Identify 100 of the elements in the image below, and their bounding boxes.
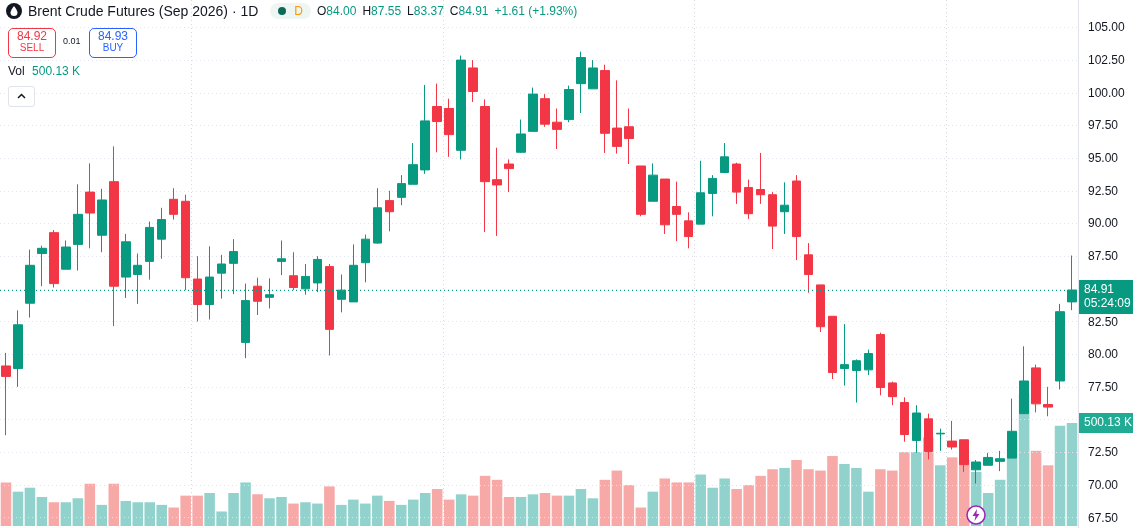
candlestick bbox=[540, 93, 550, 128]
bar bbox=[623, 485, 635, 526]
candlestick bbox=[588, 59, 598, 90]
candlestick bbox=[995, 450, 1005, 472]
candlestick bbox=[408, 142, 418, 185]
candlestick bbox=[900, 396, 909, 443]
candlestick bbox=[516, 119, 526, 154]
y-tick-label: 82.50 bbox=[1088, 314, 1119, 329]
bar bbox=[491, 479, 503, 526]
candlestick bbox=[504, 158, 514, 193]
candlestick bbox=[756, 152, 765, 205]
candlestick bbox=[37, 245, 47, 287]
bar bbox=[994, 479, 1006, 526]
bar bbox=[1066, 423, 1078, 526]
candlestick bbox=[49, 229, 59, 289]
candlestick bbox=[804, 242, 813, 294]
bar bbox=[72, 498, 84, 526]
annotation: L83.37 bbox=[407, 4, 444, 18]
candlestick bbox=[864, 349, 873, 376]
status-badge: D bbox=[270, 3, 311, 19]
bar bbox=[539, 493, 551, 526]
candlestick bbox=[983, 452, 993, 466]
annotation: Vol bbox=[8, 64, 25, 78]
candlestick bbox=[181, 194, 190, 291]
bar bbox=[911, 452, 922, 526]
candlestick bbox=[289, 251, 298, 291]
y-tick-label: 72.50 bbox=[1088, 445, 1119, 460]
bar bbox=[24, 487, 36, 526]
annotation: H87.55 bbox=[362, 4, 402, 18]
annotation: 84.92 bbox=[16, 29, 48, 43]
candlestick bbox=[792, 174, 801, 261]
candlestick bbox=[816, 284, 825, 333]
bar bbox=[60, 502, 72, 526]
annotation: C84.91 bbox=[449, 4, 489, 18]
candlestick bbox=[109, 145, 119, 327]
candlestick bbox=[157, 207, 166, 260]
candlestick bbox=[325, 263, 334, 356]
candlestick bbox=[97, 188, 107, 253]
bar bbox=[1054, 425, 1066, 526]
annotation: 500.13 K bbox=[32, 64, 81, 78]
candlestick bbox=[828, 315, 837, 380]
candlestick bbox=[600, 64, 610, 154]
y-tick-label: 105.00 bbox=[1088, 20, 1126, 35]
candlestick bbox=[947, 420, 957, 451]
candlestick bbox=[708, 174, 717, 217]
candlestick bbox=[576, 51, 586, 114]
candlestick bbox=[696, 160, 705, 225]
candlestick bbox=[612, 79, 622, 155]
candlestick bbox=[456, 55, 466, 160]
text: 05:24:09 bbox=[1084, 296, 1132, 311]
bar bbox=[599, 479, 611, 526]
candlestick bbox=[648, 162, 658, 202]
bar bbox=[443, 499, 455, 526]
bar bbox=[527, 494, 539, 526]
annotation: D bbox=[294, 4, 304, 18]
y-tick-label: 100.00 bbox=[1088, 85, 1126, 100]
bar bbox=[575, 489, 587, 526]
bar bbox=[479, 475, 491, 526]
candlestick bbox=[744, 179, 753, 220]
bar bbox=[431, 489, 443, 526]
y-tick-label: 95.00 bbox=[1088, 151, 1119, 166]
annotation: SELL bbox=[18, 42, 46, 54]
chart-title: Brent Crude Futures (Sep 2026) · 1D bbox=[28, 3, 259, 19]
candlestick bbox=[720, 142, 729, 174]
annotation: 0.01 bbox=[63, 36, 81, 46]
candlestick bbox=[564, 85, 574, 123]
candlestick bbox=[660, 178, 670, 235]
bar bbox=[96, 504, 108, 526]
y-tick-label: 97.50 bbox=[1088, 118, 1119, 133]
bar bbox=[587, 498, 599, 526]
candlestick bbox=[684, 211, 693, 249]
candlestick bbox=[373, 187, 382, 245]
candlestick bbox=[732, 162, 741, 205]
ref-line-label: 84.91 bbox=[1084, 282, 1115, 297]
bar bbox=[36, 496, 48, 526]
bar bbox=[1030, 450, 1042, 526]
y-tick-label: 90.00 bbox=[1088, 216, 1119, 231]
annotation: BUY bbox=[101, 42, 125, 54]
bar bbox=[563, 495, 575, 526]
bar bbox=[611, 470, 623, 526]
candlestick bbox=[420, 84, 430, 175]
y-tick-label: 92.50 bbox=[1088, 183, 1119, 198]
bar bbox=[324, 486, 335, 526]
bar bbox=[1042, 465, 1054, 526]
candlestick bbox=[528, 87, 538, 132]
bar bbox=[84, 483, 96, 526]
bar bbox=[12, 491, 24, 526]
bar bbox=[288, 503, 299, 526]
candlestick bbox=[169, 187, 178, 221]
annotation: O84.00 bbox=[317, 4, 357, 18]
bar bbox=[467, 495, 479, 526]
candlestick bbox=[1031, 364, 1041, 413]
y-tick-label: 80.00 bbox=[1088, 347, 1119, 362]
candlestick bbox=[1043, 386, 1053, 417]
annotation: +1.61 (+1.93%) bbox=[494, 4, 578, 18]
y-tick-label: 70.00 bbox=[1088, 477, 1119, 492]
candlestick bbox=[361, 234, 370, 283]
candlestick bbox=[397, 174, 406, 206]
bar bbox=[647, 491, 659, 526]
bar bbox=[384, 500, 395, 526]
